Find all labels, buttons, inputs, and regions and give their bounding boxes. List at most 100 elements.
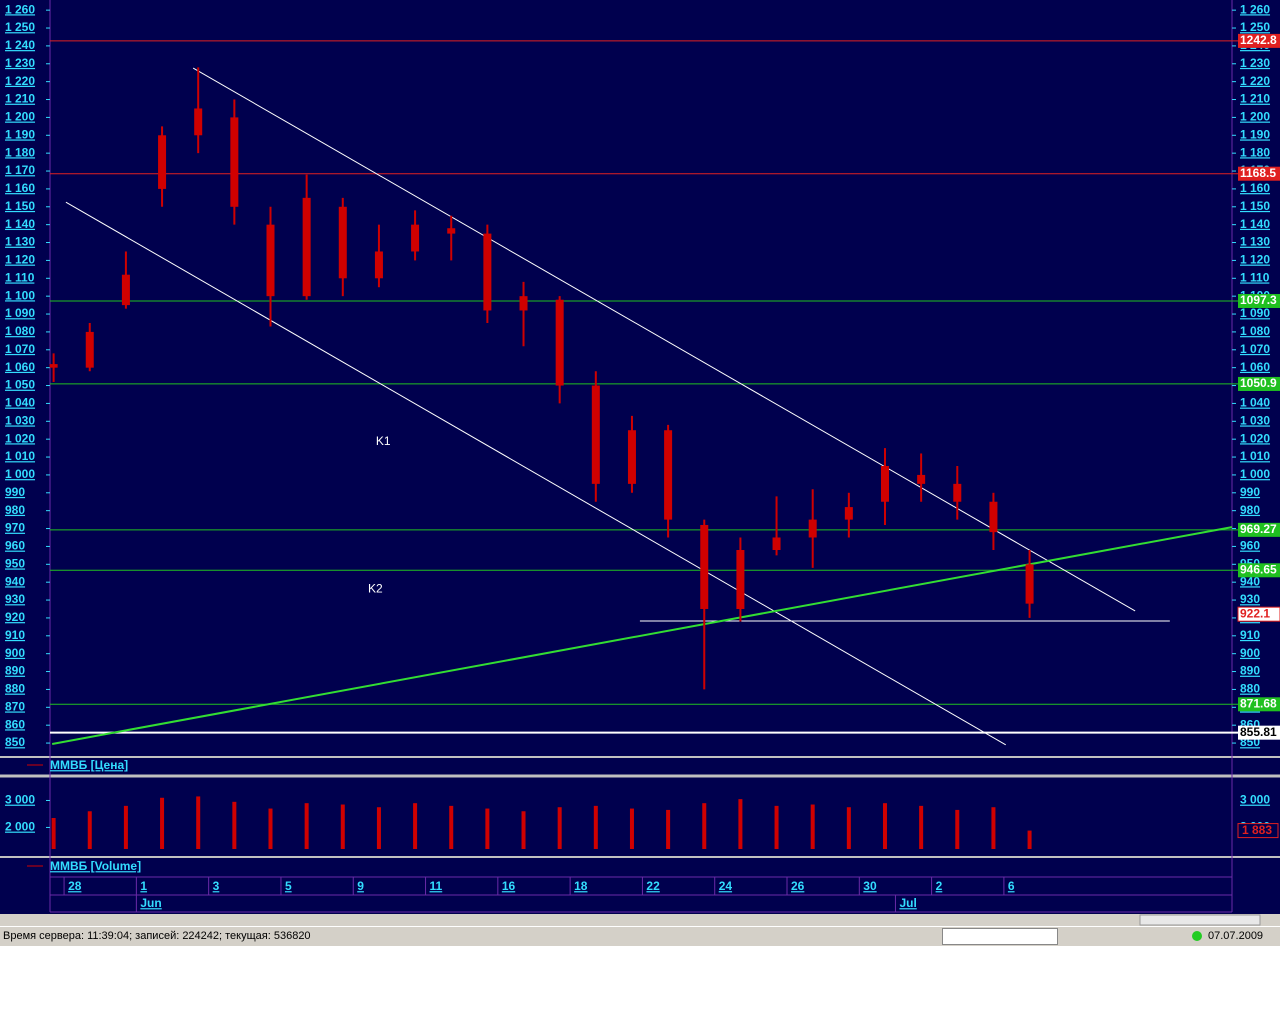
level-label-box <box>1238 376 1280 391</box>
scrollbar[interactable] <box>0 914 1280 926</box>
y-tick-label: 890 <box>5 664 25 678</box>
volume-bar <box>51 818 56 849</box>
level-label-box <box>1238 697 1280 712</box>
candle-body <box>772 537 781 551</box>
last-volume-box <box>1237 823 1279 839</box>
volume-bar <box>846 807 851 849</box>
y-tick-label: 1 230 <box>5 56 35 70</box>
volume-bar <box>557 807 562 849</box>
legend-text[interactable]: ММВБ [Volume] <box>50 859 141 873</box>
y-tick-label: 1 070 <box>5 342 35 356</box>
candle-body <box>230 117 239 207</box>
month-label: Jun <box>140 896 161 910</box>
last-volume: 1 883 <box>1242 823 1272 837</box>
y-tick-label: 1 010 <box>1240 449 1270 463</box>
volume-bar <box>991 807 996 849</box>
y-tick-label: 1 220 <box>1240 74 1270 88</box>
x-tick-label: 18 <box>574 879 588 893</box>
level-label-box <box>1238 725 1280 740</box>
status-date: 07.07.2009 <box>1208 930 1264 942</box>
level-label: 1168.5 <box>1240 166 1276 180</box>
y-tick-label: 1 090 <box>5 306 35 320</box>
y-tick-label: 1 160 <box>5 181 35 195</box>
level-label-box <box>1238 522 1280 537</box>
y-tick-label: 1 160 <box>1240 181 1270 195</box>
y-tick-label: 960 <box>1240 539 1260 553</box>
y-tick-label: 980 <box>1240 503 1260 517</box>
y-tick-label: 910 <box>5 628 25 642</box>
y-tick-label: 880 <box>1240 682 1260 696</box>
level-label-box <box>1238 563 1280 578</box>
y-tick-label: 970 <box>5 521 25 535</box>
volume-bar <box>738 799 743 849</box>
volume-bar <box>1027 830 1032 849</box>
volume-bar <box>593 805 598 849</box>
volume-bar <box>413 803 418 849</box>
connection-icon <box>1192 931 1202 941</box>
volume-bar <box>629 808 634 849</box>
trend-line <box>192 67 1136 612</box>
candle-body <box>411 224 420 252</box>
y-tick-label: 1 210 <box>1240 92 1270 106</box>
volume-bar <box>882 803 887 849</box>
volume-bar <box>123 805 128 849</box>
y-tick-label: 1 110 <box>1240 270 1270 284</box>
candle-body <box>266 224 275 297</box>
candle-body <box>627 430 636 484</box>
x-tick-label: 9 <box>357 879 364 893</box>
input-box[interactable] <box>942 928 1058 945</box>
y-tick-label: 980 <box>5 503 25 517</box>
y-tick-label: 1 000 <box>5 467 35 481</box>
y-tick-label: 1 110 <box>5 270 35 284</box>
last-price: 922.1 <box>1240 606 1270 620</box>
candle-body <box>194 108 203 136</box>
y-tick-label: 3 000 <box>1240 793 1270 807</box>
y-tick-label: 1 140 <box>1240 217 1270 231</box>
level-label-box <box>1238 166 1280 181</box>
candle-body <box>664 430 673 520</box>
candle-body <box>483 233 492 311</box>
x-tick-label: 5 <box>285 879 292 893</box>
y-tick-label: 900 <box>1240 646 1260 660</box>
candle-body <box>591 385 600 484</box>
y-tick-label: 1 100 <box>5 288 35 302</box>
y-tick-label: 1 250 <box>5 20 35 34</box>
last-price-box <box>1237 606 1280 622</box>
y-tick-label: 1 200 <box>5 110 35 124</box>
candle-body <box>447 228 456 234</box>
volume-bar <box>449 805 454 849</box>
volume-bar <box>304 803 309 849</box>
y-tick-label: 1 260 <box>1240 2 1270 16</box>
y-tick-label: 1 150 <box>1240 199 1270 213</box>
y-tick-label: 1 130 <box>5 235 35 249</box>
volume-bar <box>955 809 960 849</box>
y-tick-label: 860 <box>5 717 25 731</box>
x-tick-label: 11 <box>430 879 443 893</box>
legend-text[interactable]: ММВБ [Цена] <box>50 758 128 772</box>
volume-bar <box>810 804 815 849</box>
volume-bar <box>340 804 345 849</box>
server-info: Время сервера: 11:39:04; записей: 224242… <box>3 930 311 942</box>
y-tick-label: 1 020 <box>1240 431 1270 445</box>
y-tick-label: 1 230 <box>1240 56 1270 70</box>
volume-bar <box>268 808 273 849</box>
x-tick-label: 30 <box>863 879 877 893</box>
y-tick-label: 1 040 <box>1240 396 1270 410</box>
candle-body <box>555 299 564 386</box>
y-tick-label: 1 170 <box>5 163 35 177</box>
candle-body <box>844 507 853 520</box>
y-tick-label: 1 120 <box>5 253 35 267</box>
x-tick-label: 28 <box>68 879 82 893</box>
y-tick-label: 1 240 <box>5 38 35 52</box>
y-tick-label: 940 <box>5 574 25 588</box>
level-label: 946.65 <box>1240 562 1277 576</box>
annotation: K2 <box>368 582 383 596</box>
candle-body <box>519 296 528 311</box>
y-tick-label: 1 120 <box>1240 253 1270 267</box>
y-tick-label: 850 <box>5 735 25 749</box>
volume-bar <box>87 811 92 849</box>
y-tick-label: 960 <box>5 539 25 553</box>
scroll-thumb[interactable] <box>1139 914 1261 926</box>
